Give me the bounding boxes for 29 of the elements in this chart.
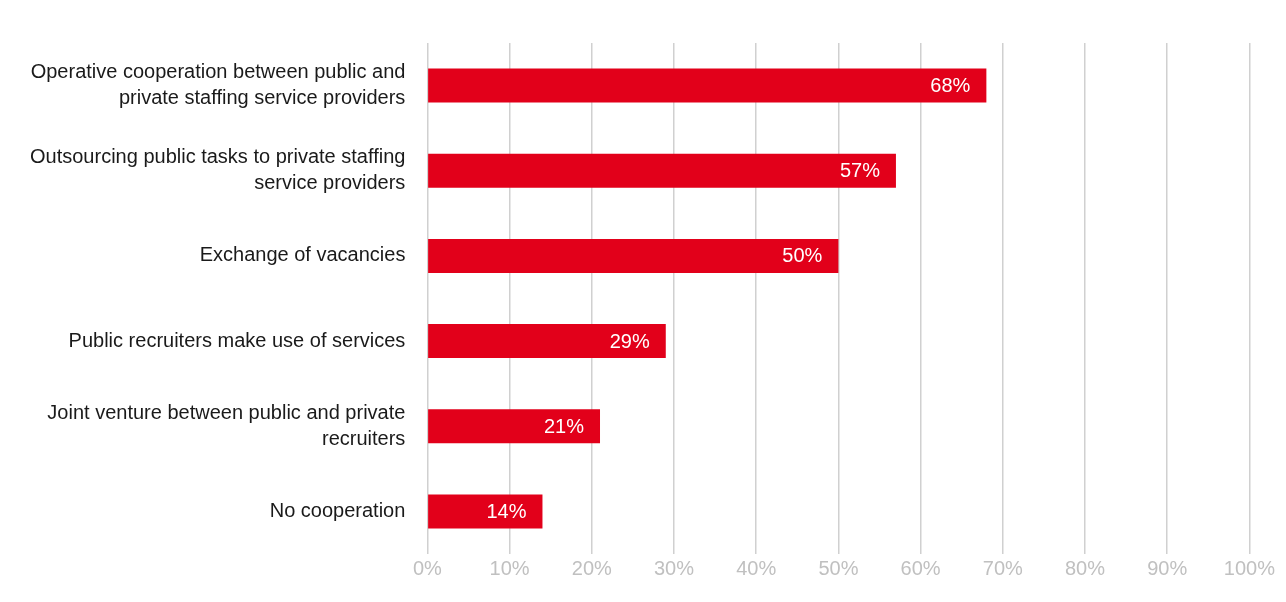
y-tick-label: Public recruiters make use of services <box>68 328 406 351</box>
y-tick-label: Operative cooperation between public and private staffing service providers <box>30 60 406 109</box>
y-tick-label: No cooperation <box>269 498 406 521</box>
data-label: 14% <box>486 499 527 522</box>
bar <box>428 238 839 273</box>
x-tick-label: 80% <box>1065 556 1106 579</box>
y-tick-label: Joint venture between public and private recruiters <box>47 400 406 449</box>
data-label: 57% <box>839 159 881 182</box>
x-tick-label: 40% <box>736 556 777 579</box>
x-tick-label: 70% <box>982 556 1024 579</box>
y-tick-label: Exchange of vacancies <box>199 243 406 266</box>
x-tick-label: 90% <box>1147 556 1188 579</box>
bar <box>428 409 601 444</box>
x-tick-label: 100% <box>1223 556 1276 579</box>
data-label: 50% <box>782 244 823 267</box>
bar <box>428 68 987 103</box>
data-label: 21% <box>543 414 585 437</box>
x-tick-label: 20% <box>571 556 613 579</box>
bar <box>428 494 543 529</box>
bar <box>428 153 896 188</box>
x-tick-label: 0% <box>412 556 443 579</box>
x-tick-label: 30% <box>653 556 695 579</box>
y-tick-label: Outsourcing public tasks to private staffing service providers <box>29 145 406 194</box>
x-tick-label: 50% <box>818 556 859 579</box>
x-tick-label: 10% <box>489 556 530 579</box>
data-label: 68% <box>930 74 971 97</box>
data-label: 29% <box>609 329 650 352</box>
x-tick-label: 60% <box>900 556 941 579</box>
bar <box>428 324 666 359</box>
